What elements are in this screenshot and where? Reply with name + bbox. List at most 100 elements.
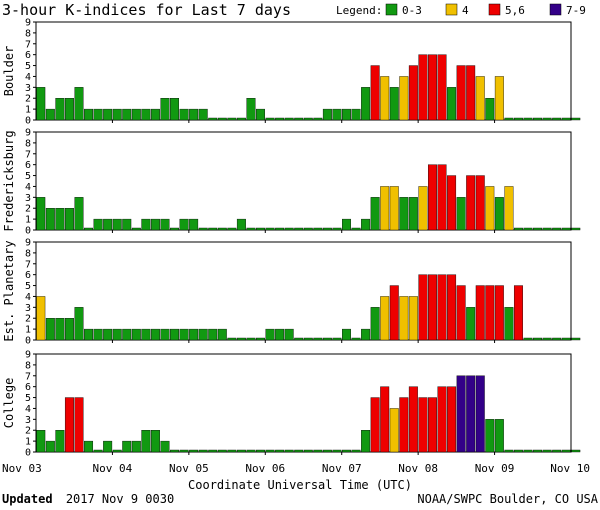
updated-label: Updated	[2, 492, 53, 506]
k-index-bar	[294, 117, 304, 121]
k-index-bar	[303, 449, 313, 453]
y-tick-label: 5	[25, 61, 31, 72]
k-index-bar	[437, 164, 447, 231]
k-index-bar	[122, 218, 132, 231]
k-index-bar	[303, 227, 313, 231]
k-index-bar	[389, 408, 399, 453]
k-index-bar	[313, 449, 323, 453]
k-index-bar	[179, 218, 189, 231]
k-index-bar	[84, 227, 94, 231]
y-tick-label: 3	[25, 415, 31, 426]
k-index-bar	[36, 87, 46, 121]
k-index-bar	[236, 218, 246, 231]
legend: Legend: 0-3 4 5,6 7-9	[336, 3, 586, 17]
k-index-bar	[447, 87, 457, 121]
k-index-bar	[389, 285, 399, 341]
k-index-bar	[485, 285, 495, 341]
k-index-bar	[494, 285, 504, 341]
k-index-bar	[380, 186, 390, 231]
k-index-bar	[437, 386, 447, 453]
k-index-bar	[122, 328, 132, 341]
k-index-bar	[380, 76, 390, 121]
k-index-bar	[122, 440, 132, 453]
k-index-bar	[131, 328, 141, 341]
x-tick-label: Nov 06	[245, 462, 285, 475]
k-index-bar	[408, 386, 418, 453]
k-index-bar	[141, 430, 151, 453]
k-index-bar	[332, 108, 342, 121]
k-index-bar	[380, 386, 390, 453]
k-index-bar	[198, 108, 208, 121]
k-index-bar	[523, 337, 533, 341]
k-index-bar	[179, 449, 189, 453]
y-tick-label: 6	[25, 270, 31, 281]
k-index-bar	[542, 337, 552, 341]
k-index-bar	[513, 227, 523, 231]
k-index-bar	[504, 449, 514, 453]
panel-label: Boulder	[2, 46, 16, 97]
legend-title: Legend:	[336, 4, 382, 17]
k-index-bar	[456, 65, 466, 121]
y-tick-label: 0	[25, 226, 31, 237]
legend-label: 7-9	[566, 4, 586, 17]
k-index-bar	[504, 186, 514, 231]
k-index-bar	[208, 117, 218, 121]
k-index-bar	[475, 285, 485, 341]
k-index-bar	[533, 449, 543, 453]
k-index-bar	[533, 227, 543, 231]
k-index-bar	[342, 218, 351, 231]
k-index-bar	[475, 375, 485, 453]
k-index-bar	[427, 397, 437, 453]
k-index-bar	[64, 208, 74, 231]
k-index-bar	[265, 227, 275, 231]
k-index-bar	[494, 76, 504, 121]
y-tick-label: 9	[25, 128, 31, 139]
k-index-bar	[466, 65, 476, 121]
k-index-bar	[131, 108, 141, 121]
k-index-bar	[103, 440, 113, 453]
k-index-bar	[93, 108, 103, 121]
k-index-bar	[447, 386, 457, 453]
k-index-bar	[332, 227, 342, 231]
y-tick-label: 6	[25, 160, 31, 171]
k-index-bar	[313, 227, 323, 231]
legend-swatch	[488, 3, 501, 16]
k-index-bar	[485, 186, 495, 231]
k-index-bar	[265, 117, 275, 121]
k-index-bar	[36, 197, 46, 231]
updated-value: 2017 Nov 9 0030	[66, 492, 174, 506]
k-index-bar	[36, 296, 46, 341]
updated-stamp: Updated 2017 Nov 9 0030	[2, 492, 174, 506]
k-index-bar	[571, 449, 581, 453]
k-index-bar	[256, 227, 265, 231]
k-index-bar	[418, 54, 428, 121]
k-index-bar	[170, 227, 180, 231]
k-index-bar	[265, 328, 275, 341]
k-index-bar	[361, 87, 371, 121]
y-tick-label: 4	[25, 182, 31, 193]
k-index-bar	[361, 430, 371, 453]
k-index-bar	[236, 337, 246, 341]
k-index-bar	[246, 98, 256, 121]
k-index-bar	[523, 227, 533, 231]
k-index-bar	[131, 440, 141, 453]
k-index-bar	[275, 328, 285, 341]
k-index-bar	[322, 449, 332, 453]
k-index-bar	[542, 227, 552, 231]
k-index-bar	[55, 318, 65, 341]
k-index-bar	[112, 108, 122, 121]
k-index-bar	[475, 76, 485, 121]
k-index-bar	[475, 175, 485, 231]
k-index-bar	[93, 328, 103, 341]
k-index-bar	[150, 430, 160, 453]
k-index-bar	[208, 328, 218, 341]
k-index-bar	[361, 218, 371, 231]
k-index-bar	[122, 108, 132, 121]
y-tick-label: 3	[25, 303, 31, 314]
k-index-bar	[141, 218, 151, 231]
k-index-bar	[513, 449, 523, 453]
y-tick-label: 5	[25, 393, 31, 404]
k-index-bar	[485, 98, 495, 121]
y-tick-label: 0	[25, 448, 31, 459]
